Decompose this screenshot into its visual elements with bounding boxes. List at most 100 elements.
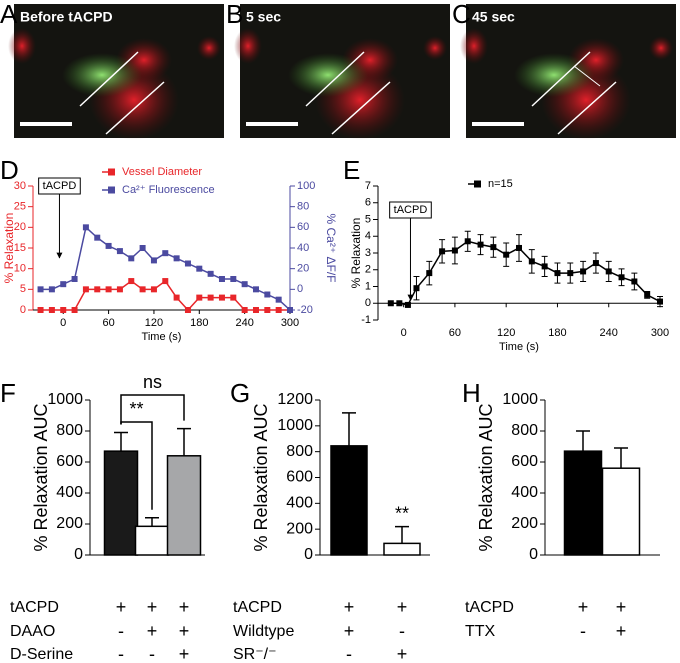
y-tick-label: 1000 xyxy=(47,391,83,408)
y-tick-label: 0 xyxy=(74,546,83,563)
data-point xyxy=(287,307,293,313)
y-tick-label: 15 xyxy=(14,242,26,254)
green-cell xyxy=(514,53,594,97)
legend-label: Ca²⁺ Fluorescence xyxy=(122,184,215,196)
data-point xyxy=(252,307,259,313)
y-tick-label: 30 xyxy=(14,180,26,192)
x-tick-label: 240 xyxy=(600,327,618,339)
y-tick-label: 1200 xyxy=(277,391,313,408)
micrograph: 45 sec xyxy=(460,4,676,140)
y-tick-label: 1000 xyxy=(277,417,313,434)
y-tick-label: 40 xyxy=(297,242,309,254)
data-point xyxy=(516,244,522,251)
y-tick-label: 800 xyxy=(286,443,313,460)
condition-sign: + xyxy=(179,644,190,663)
error-bar xyxy=(145,517,159,527)
y-tick-label: 800 xyxy=(511,422,538,439)
y-axis-title: % Relaxation xyxy=(349,218,363,289)
condition-sign: + xyxy=(344,621,355,641)
red-blob xyxy=(8,28,36,64)
data-point xyxy=(37,286,44,293)
vessel-line xyxy=(557,81,617,135)
condition-sign: + xyxy=(397,597,408,617)
data-point xyxy=(48,307,55,313)
data-point xyxy=(644,291,651,298)
data-point xyxy=(264,291,271,298)
x-tick-label: 120 xyxy=(497,327,515,339)
error-bar xyxy=(342,412,356,446)
y-tick-label: 0 xyxy=(365,297,371,309)
y-tick-label: 3 xyxy=(365,247,371,259)
data-point xyxy=(396,300,403,307)
data-point xyxy=(541,263,548,270)
data-point xyxy=(618,274,625,281)
x-axis-title: Time (s) xyxy=(142,331,182,343)
y-tick-label: 200 xyxy=(56,515,83,532)
y-tick-label: 6 xyxy=(365,197,371,209)
data-point xyxy=(426,270,433,277)
data-point xyxy=(477,241,484,248)
x-tick-label: 240 xyxy=(235,317,253,329)
bar xyxy=(601,467,641,556)
y-tick-label: 60 xyxy=(297,221,309,233)
data-point xyxy=(150,286,157,293)
data-point xyxy=(184,260,191,267)
y-tick-label: 800 xyxy=(56,422,83,439)
data-point xyxy=(387,300,394,307)
data-point xyxy=(128,255,135,262)
data-point xyxy=(413,285,420,292)
condition-label: D-Serine xyxy=(10,646,73,663)
series-line xyxy=(40,225,291,311)
data-point xyxy=(657,298,663,305)
significance: ** xyxy=(395,503,409,523)
data-point xyxy=(37,307,44,313)
data-point xyxy=(196,294,203,301)
data-point xyxy=(82,286,89,293)
red-blob xyxy=(234,28,262,64)
panel-letter: B xyxy=(226,0,243,29)
data-point xyxy=(241,281,248,288)
legend-label: Vessel Diameter xyxy=(122,166,202,178)
vessel-line xyxy=(331,81,391,135)
diameter-arrow xyxy=(573,65,601,87)
panel-letter: C xyxy=(452,0,471,29)
y-tick-label: 100 xyxy=(297,180,315,192)
x-tick-label: 0 xyxy=(401,327,407,339)
condition-sign: + xyxy=(616,621,627,641)
y-tick-label: 600 xyxy=(56,453,83,470)
panel-letter: A xyxy=(0,0,18,29)
y-tick-label: 400 xyxy=(511,484,538,501)
data-point xyxy=(631,278,638,285)
data-point xyxy=(264,307,271,313)
y-tick-label: 200 xyxy=(511,515,538,532)
y-tick-label: 0 xyxy=(304,546,313,563)
data-point xyxy=(207,294,214,301)
image-label: 5 sec xyxy=(246,9,281,25)
bar xyxy=(166,455,202,556)
data-point xyxy=(105,242,112,249)
data-point xyxy=(241,307,248,313)
y-tick-label: 5 xyxy=(365,213,371,225)
y-axis-title: % Relaxation AUC xyxy=(251,403,271,551)
significance: ** xyxy=(129,399,143,419)
data-point xyxy=(150,257,157,264)
condition-label: tACPD xyxy=(233,599,282,616)
data-point xyxy=(580,268,587,275)
condition-sign: + xyxy=(397,644,408,663)
condition-sign: - xyxy=(149,644,155,663)
condition-sign: - xyxy=(580,621,586,641)
x-axis-title: Time (s) xyxy=(499,341,539,353)
data-point xyxy=(162,250,169,257)
condition-sign: + xyxy=(147,597,158,617)
data-point xyxy=(196,265,203,272)
condition-label: DAAO xyxy=(10,623,55,640)
data-point xyxy=(94,286,101,293)
panel-letter: F xyxy=(0,378,16,408)
condition-label: Wildtype xyxy=(233,623,294,640)
condition-sign: - xyxy=(346,644,352,663)
data-point xyxy=(48,286,55,293)
image-label: 45 sec xyxy=(472,9,515,25)
red-blob xyxy=(423,36,447,60)
y-tick-label: 200 xyxy=(286,520,313,537)
data-point xyxy=(404,301,411,308)
